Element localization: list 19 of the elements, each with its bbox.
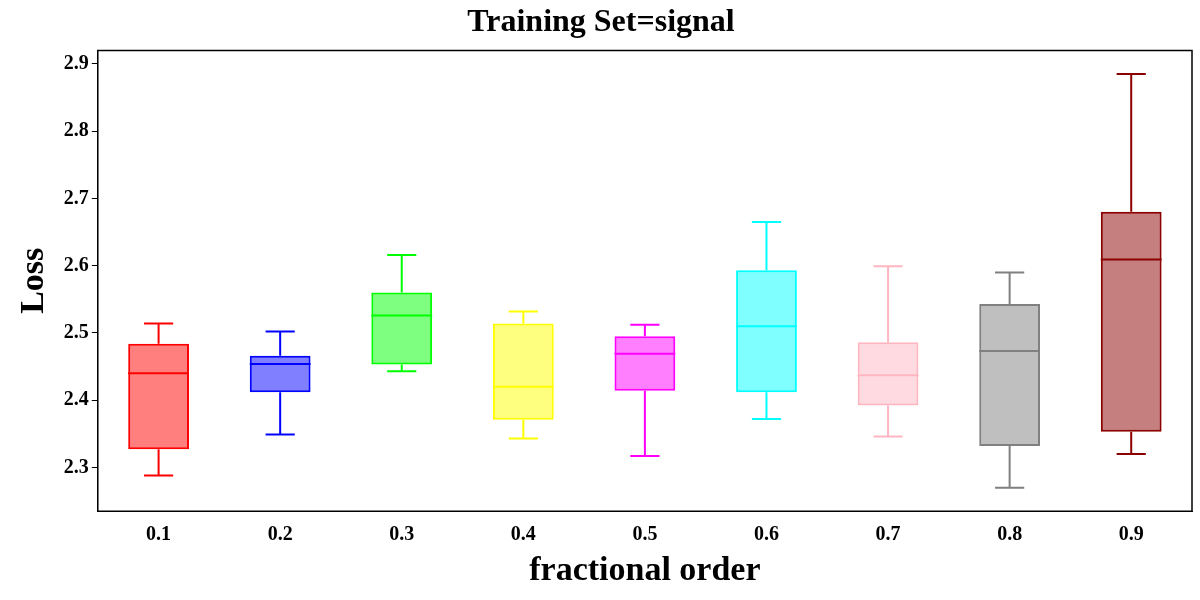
x-tick-label: 0.2 [267, 522, 293, 545]
y-tick-label: 2.7 [63, 185, 89, 208]
x-tick-label: 0.8 [997, 522, 1023, 545]
y-tick-label: 2.9 [63, 51, 89, 74]
y-axis-title: Loss [13, 247, 51, 314]
y-tick-label: 2.4 [63, 387, 89, 410]
x-tick-label: 0.4 [510, 522, 536, 545]
x-tick-label: 0.1 [146, 522, 172, 545]
y-tick-label: 2.8 [63, 118, 89, 141]
x-tick-label: 0.5 [632, 522, 658, 545]
y-tick-label: 2.3 [63, 454, 89, 477]
x-tick-label: 0.9 [1118, 522, 1144, 545]
y-tick-label: 2.6 [63, 252, 89, 275]
x-axis-title: fractional order [529, 550, 761, 588]
chart-title: Training Set=signal [467, 2, 735, 39]
x-tick-label: 0.7 [875, 522, 901, 545]
x-tick-label: 0.3 [389, 522, 415, 545]
y-tick-label: 2.5 [63, 320, 89, 343]
x-tick-label: 0.6 [753, 522, 779, 545]
